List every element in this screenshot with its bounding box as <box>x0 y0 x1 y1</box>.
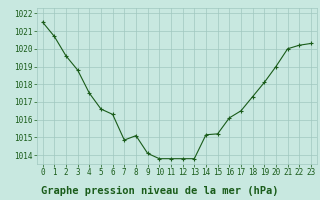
Text: Graphe pression niveau de la mer (hPa): Graphe pression niveau de la mer (hPa) <box>41 186 279 196</box>
